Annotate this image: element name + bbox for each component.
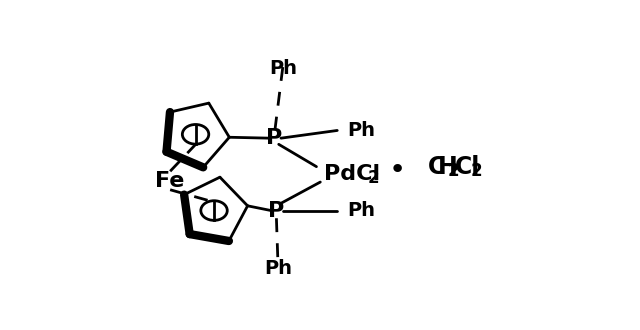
Text: C: C [428, 155, 445, 179]
Text: Fe: Fe [156, 171, 185, 190]
Text: 2: 2 [470, 161, 482, 180]
Text: H: H [438, 155, 458, 179]
Text: 2: 2 [448, 161, 460, 180]
Text: P: P [266, 128, 282, 148]
Text: Ph: Ph [269, 59, 298, 78]
Text: Ph: Ph [348, 201, 375, 220]
Text: Ph: Ph [348, 121, 375, 140]
Text: 2: 2 [367, 169, 379, 187]
Text: Ph: Ph [264, 259, 292, 278]
Text: PdCl: PdCl [324, 164, 380, 184]
Text: P: P [268, 201, 284, 220]
Text: Cl: Cl [455, 155, 481, 179]
Text: •: • [388, 156, 406, 184]
